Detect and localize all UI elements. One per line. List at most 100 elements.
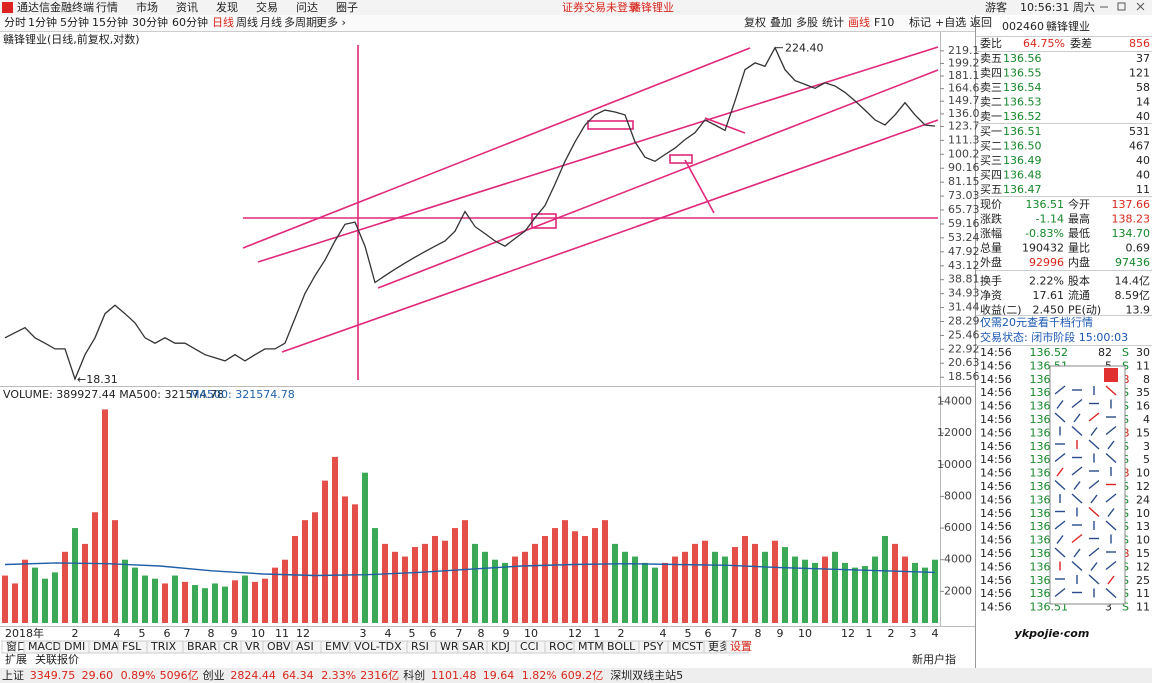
- period-tab[interactable]: 1分钟: [28, 15, 57, 29]
- period-tab[interactable]: 周线: [236, 15, 258, 29]
- indicator-tab[interactable]: EMV: [325, 640, 349, 653]
- period-tab[interactable]: 30分钟: [132, 15, 168, 29]
- palette-tool[interactable]: [1073, 481, 1081, 490]
- palette-tool[interactable]: [1054, 587, 1066, 598]
- tool-button[interactable]: +自选: [935, 16, 966, 29]
- palette-tool[interactable]: [1105, 493, 1117, 503]
- palette-tool[interactable]: [1090, 494, 1098, 504]
- tool-button[interactable]: 多股: [796, 15, 818, 29]
- indicator-tab[interactable]: DMI: [64, 640, 85, 653]
- tool-button[interactable]: 标记: [909, 15, 931, 29]
- volume-bar: [42, 578, 48, 623]
- palette-tool[interactable]: [1107, 575, 1115, 585]
- extra-tab[interactable]: 扩展: [5, 652, 27, 666]
- palette-tool[interactable]: [1088, 439, 1100, 450]
- palette-tool[interactable]: [1107, 508, 1115, 517]
- extra-tab[interactable]: 关联报价: [35, 652, 79, 666]
- indicator-tab[interactable]: SAR: [462, 640, 485, 653]
- palette-close[interactable]: [1104, 368, 1118, 382]
- period-tab[interactable]: 15分钟: [92, 15, 128, 29]
- indicator-tab[interactable]: ASI: [296, 640, 314, 653]
- menu-item[interactable]: 资讯: [176, 1, 198, 14]
- indicator-tab[interactable]: VOL-TDX: [354, 640, 402, 653]
- indicator-tab[interactable]: CCI: [520, 640, 539, 653]
- menu-item[interactable]: 交易: [256, 0, 278, 14]
- indicator-tab[interactable]: MACD: [28, 640, 61, 653]
- tool-button[interactable]: 叠加: [770, 16, 792, 29]
- palette-tool[interactable]: [1056, 535, 1064, 544]
- palette-tool[interactable]: [1054, 412, 1066, 423]
- new-user-link[interactable]: 新用户指: [912, 652, 956, 666]
- period-tab[interactable]: 分时: [4, 16, 26, 29]
- palette-tool[interactable]: [1105, 385, 1117, 396]
- tool-button[interactable]: F10: [874, 16, 894, 29]
- indicator-tab[interactable]: FSL: [122, 640, 142, 653]
- menu-item[interactable]: 行情: [96, 1, 118, 14]
- palette-tool[interactable]: [1054, 385, 1066, 395]
- indicator-tab[interactable]: MCST: [672, 640, 703, 653]
- period-tab[interactable]: 月线: [260, 15, 282, 29]
- menu-item[interactable]: 市场: [136, 0, 158, 14]
- palette-tool[interactable]: [1088, 506, 1100, 518]
- palette-tool[interactable]: [1105, 425, 1117, 436]
- palette-tool[interactable]: [1071, 466, 1083, 476]
- menu-item[interactable]: 发现: [216, 0, 238, 14]
- tool-button[interactable]: 返回: [970, 16, 992, 29]
- palette-tool[interactable]: [1105, 560, 1117, 571]
- palette-tool[interactable]: [1056, 467, 1064, 477]
- palette-tool[interactable]: [1105, 520, 1117, 531]
- indicator-tab[interactable]: CR: [223, 640, 239, 653]
- indicator-tab[interactable]: MTM: [578, 640, 604, 653]
- tool-button[interactable]: 统计: [822, 16, 844, 29]
- palette-tool[interactable]: [1056, 400, 1064, 409]
- palette-tool[interactable]: [1071, 533, 1083, 544]
- period-tab[interactable]: 更多 ›: [316, 15, 346, 29]
- palette-tool[interactable]: [1088, 547, 1100, 557]
- palette-tool[interactable]: [1105, 587, 1117, 599]
- palette-tool[interactable]: [1073, 413, 1081, 423]
- palette-tool[interactable]: [1105, 452, 1117, 464]
- login-notice[interactable]: 证券交易未登录: [562, 0, 639, 14]
- palette-tool[interactable]: [1054, 452, 1066, 463]
- tool-button[interactable]: 画线: [848, 15, 870, 29]
- window-controls[interactable]: [1100, 2, 1145, 11]
- palette-tool[interactable]: [1090, 427, 1098, 436]
- menu-item[interactable]: 问达: [296, 1, 318, 14]
- palette-tool[interactable]: [1071, 493, 1083, 504]
- indicator-tab[interactable]: TRIX: [150, 640, 177, 653]
- palette-tool[interactable]: [1054, 520, 1066, 530]
- palette-tool[interactable]: [1107, 440, 1115, 450]
- indicator-tab[interactable]: WR: [440, 640, 459, 653]
- indicator-tab[interactable]: OBV: [267, 640, 291, 653]
- palette-tool[interactable]: [1071, 425, 1083, 437]
- palette-tool[interactable]: [1073, 548, 1081, 558]
- maximize[interactable]: [1117, 2, 1126, 11]
- indicator-tab[interactable]: 窗口: [6, 639, 28, 653]
- indicator-tab[interactable]: ROC: [549, 640, 573, 653]
- indicator-tab[interactable]: DMA: [93, 640, 119, 653]
- palette-tool[interactable]: [1054, 479, 1066, 491]
- menu-item[interactable]: 圈子: [336, 1, 358, 14]
- period-tab[interactable]: 60分钟: [172, 15, 208, 29]
- palette-tool[interactable]: [1071, 398, 1083, 409]
- tool-button[interactable]: 复权: [744, 15, 766, 29]
- palette-tool[interactable]: [1088, 412, 1100, 422]
- indicator-tab[interactable]: PSY: [643, 640, 664, 653]
- palette-tool[interactable]: [1054, 547, 1066, 558]
- indicator-tab[interactable]: VR: [245, 640, 261, 653]
- indicator-tab[interactable]: 更多: [708, 639, 730, 653]
- palette-tool[interactable]: [1071, 560, 1083, 572]
- period-tab[interactable]: 日线: [212, 15, 234, 29]
- indicator-tab[interactable]: BRAR: [187, 640, 217, 653]
- indicator-tab[interactable]: RSI: [411, 640, 429, 653]
- period-tab[interactable]: 5分钟: [60, 15, 89, 29]
- palette-tool[interactable]: [1088, 574, 1100, 585]
- period-tab[interactable]: 多周期: [284, 15, 317, 29]
- indicator-tab[interactable]: 设置: [730, 640, 752, 653]
- indicator-tab[interactable]: KDJ: [491, 640, 510, 653]
- close[interactable]: [1136, 2, 1145, 11]
- indicator-tab[interactable]: BOLL: [607, 640, 636, 653]
- palette-tool[interactable]: [1090, 562, 1098, 571]
- palette-tool[interactable]: [1088, 479, 1100, 490]
- promo-link[interactable]: 仅需20元查看千档行情: [980, 315, 1093, 329]
